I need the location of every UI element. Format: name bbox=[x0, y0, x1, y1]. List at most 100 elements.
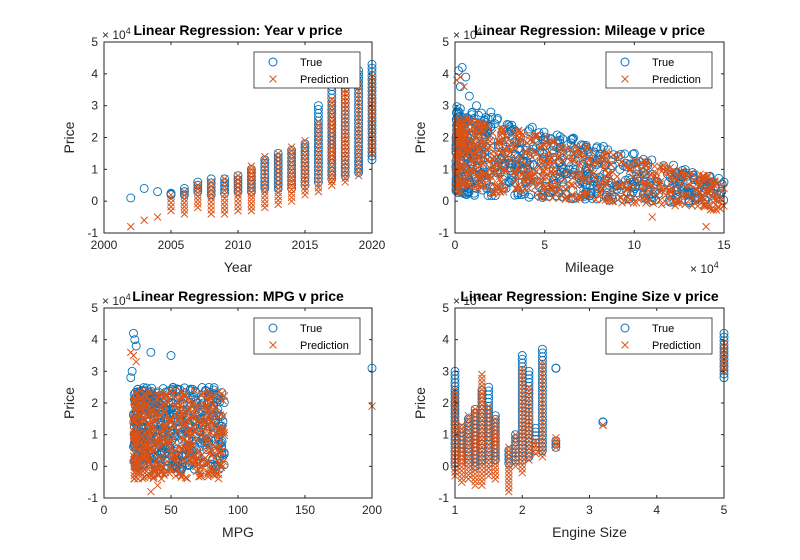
prediction-point bbox=[525, 387, 533, 395]
legend-entry: Prediction bbox=[300, 74, 349, 86]
prediction-point bbox=[511, 184, 520, 192]
true-point bbox=[300, 177, 310, 186]
true-point bbox=[300, 154, 310, 164]
true-point bbox=[220, 188, 230, 198]
prediction-point bbox=[287, 147, 296, 155]
prediction-point bbox=[484, 402, 493, 411]
y-tick-label: 3 bbox=[442, 364, 449, 378]
prediction-point bbox=[314, 156, 323, 165]
prediction-point bbox=[663, 165, 672, 174]
prediction-point bbox=[140, 430, 149, 438]
prediction-point bbox=[134, 401, 143, 410]
prediction-point bbox=[478, 447, 486, 455]
prediction-point bbox=[502, 137, 511, 146]
prediction-point bbox=[578, 176, 586, 185]
prediction-point bbox=[126, 222, 135, 231]
prediction-point bbox=[274, 188, 283, 197]
prediction-point bbox=[510, 128, 518, 136]
prediction-point bbox=[538, 399, 547, 408]
prediction-point bbox=[491, 460, 500, 468]
prediction-point bbox=[530, 169, 539, 178]
prediction-point bbox=[132, 444, 140, 452]
prediction-point bbox=[287, 158, 296, 167]
prediction-point bbox=[507, 145, 516, 154]
true-point bbox=[558, 164, 568, 174]
y-tick-label: -1 bbox=[87, 491, 98, 505]
prediction-point bbox=[314, 176, 323, 184]
true-point bbox=[354, 134, 364, 144]
prediction-point bbox=[260, 188, 269, 196]
prediction-point bbox=[133, 428, 142, 437]
true-point bbox=[354, 149, 364, 159]
prediction-point bbox=[708, 192, 717, 201]
prediction-point bbox=[648, 213, 657, 221]
prediction-point bbox=[207, 446, 215, 454]
prediction-point bbox=[545, 155, 554, 164]
prediction-point bbox=[484, 429, 493, 438]
y-tick-label: 2 bbox=[442, 396, 449, 410]
prediction-point bbox=[354, 164, 363, 172]
true-point bbox=[300, 165, 310, 175]
y-tick-label: 3 bbox=[91, 99, 98, 113]
prediction-point bbox=[260, 160, 269, 169]
prediction-point bbox=[327, 114, 336, 122]
prediction-point bbox=[354, 156, 363, 165]
prediction-point bbox=[670, 167, 679, 176]
prediction-point bbox=[457, 444, 466, 452]
prediction-point bbox=[327, 110, 336, 119]
prediction-point bbox=[180, 195, 189, 203]
prediction-point bbox=[354, 94, 363, 103]
prediction-point bbox=[457, 447, 466, 456]
prediction-point bbox=[457, 470, 466, 479]
true-point bbox=[537, 416, 547, 425]
prediction-point bbox=[147, 445, 156, 453]
prediction-point bbox=[457, 123, 466, 131]
prediction-point bbox=[153, 213, 162, 221]
true-point bbox=[537, 404, 547, 414]
prediction-point bbox=[206, 391, 214, 400]
prediction-point bbox=[314, 152, 323, 161]
y-tick-label: 2 bbox=[91, 131, 98, 145]
prediction-point bbox=[160, 406, 169, 415]
prediction-point bbox=[500, 183, 509, 192]
true-point bbox=[566, 135, 576, 144]
prediction-point bbox=[327, 140, 336, 148]
prediction-point bbox=[491, 418, 500, 427]
prediction-point bbox=[504, 454, 513, 463]
prediction-point bbox=[518, 409, 527, 417]
prediction-point bbox=[471, 413, 480, 421]
prediction-point bbox=[193, 181, 202, 190]
prediction-point bbox=[138, 474, 147, 483]
data-marks bbox=[451, 63, 729, 231]
prediction-point bbox=[491, 467, 500, 476]
prediction-point bbox=[511, 462, 520, 471]
prediction-point bbox=[327, 132, 336, 141]
prediction-point bbox=[535, 152, 544, 161]
prediction-point bbox=[588, 160, 597, 169]
prediction-point bbox=[180, 198, 189, 207]
true-point bbox=[126, 373, 136, 383]
true-point bbox=[354, 100, 364, 110]
true-point bbox=[581, 142, 591, 152]
true-point bbox=[551, 439, 561, 449]
prediction-point bbox=[327, 99, 336, 107]
prediction-point bbox=[341, 155, 350, 163]
prediction-point bbox=[471, 134, 480, 142]
true-point bbox=[524, 192, 534, 202]
y-exponent-label: × 104 bbox=[453, 26, 482, 42]
prediction-point bbox=[327, 181, 336, 190]
prediction-point bbox=[504, 476, 513, 485]
prediction-point bbox=[327, 102, 336, 111]
prediction-point bbox=[459, 181, 467, 190]
prediction-point bbox=[684, 173, 693, 182]
prediction-point bbox=[247, 195, 256, 204]
true-point bbox=[166, 351, 176, 360]
prediction-point bbox=[674, 196, 682, 205]
legend-prediction-marker bbox=[621, 75, 629, 83]
prediction-point bbox=[484, 413, 493, 422]
prediction-point bbox=[138, 411, 147, 420]
prediction-point bbox=[132, 462, 140, 471]
prediction-point bbox=[153, 481, 162, 490]
prediction-point bbox=[525, 417, 533, 426]
